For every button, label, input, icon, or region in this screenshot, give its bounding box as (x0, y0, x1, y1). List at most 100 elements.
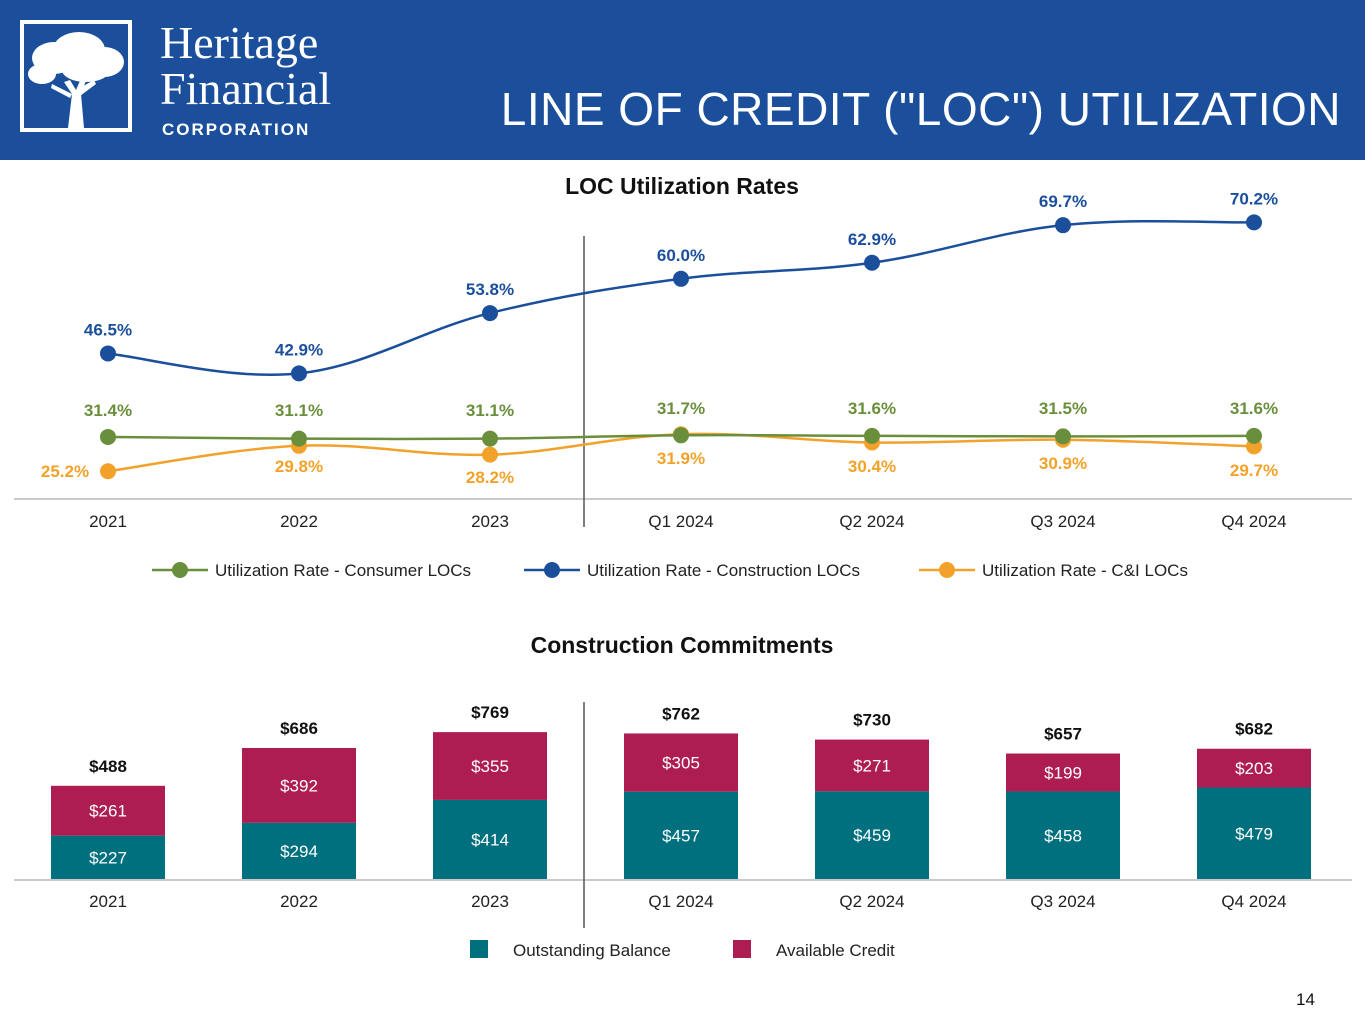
bar-label-available: $199 (1044, 764, 1082, 783)
bar-chart-title: Construction Commitments (531, 632, 834, 658)
bar-label-available: $305 (662, 754, 700, 773)
bar-available-credit (433, 732, 547, 800)
legend-label-construction: Utilization Rate - Construction LOCs (587, 561, 860, 580)
bar-chart-x-tick-label: 2023 (471, 892, 509, 911)
bar-total-label: $686 (280, 719, 318, 738)
bar-chart-x-tick-label: Q2 2024 (839, 892, 904, 911)
company-logo (20, 20, 132, 132)
bar-label-available: $355 (471, 757, 509, 776)
data-label-ci: 28.2% (466, 468, 514, 487)
bar-label-outstanding: $479 (1235, 824, 1273, 843)
bar-total-label: $769 (471, 703, 509, 722)
data-point-construction (673, 270, 689, 287)
bar-chart-x-tick-label: Q4 2024 (1221, 892, 1286, 911)
data-label-construction: 60.0% (657, 246, 705, 265)
data-label-consumer: 31.5% (1039, 399, 1087, 418)
legend-marker-ci (939, 562, 955, 578)
line-chart-x-tick-label: 2021 (89, 512, 127, 531)
bar-label-outstanding: $457 (662, 826, 700, 845)
data-point-construction (864, 254, 880, 271)
data-label-consumer: 31.1% (466, 401, 514, 420)
bar-label-available: $261 (89, 802, 127, 821)
data-label-construction: 53.8% (466, 280, 514, 299)
line-chart-title: LOC Utilization Rates (565, 173, 799, 199)
data-label-ci: 30.9% (1039, 454, 1087, 473)
bar-label-outstanding: $414 (471, 830, 509, 849)
page-title: LINE OF CREDIT ("LOC") UTILIZATION (500, 83, 1341, 135)
bar-total-label: $488 (89, 757, 127, 776)
legend-swatch-available (733, 940, 751, 958)
data-point-construction (482, 305, 498, 322)
bar-label-outstanding: $294 (280, 842, 318, 861)
data-point-consumer (1246, 427, 1262, 444)
header-banner: Heritage Financial CORPORATION LINE OF C… (0, 0, 1365, 160)
bar-label-available: $271 (853, 756, 891, 775)
bar-available-credit (1197, 748, 1311, 788)
legend-swatch-outstanding (470, 940, 488, 958)
bar-chart-x-tick-label: 2021 (89, 892, 127, 911)
data-label-construction: 46.5% (84, 320, 132, 339)
bar-available-credit (51, 785, 165, 836)
data-label-ci: 29.7% (1230, 461, 1278, 480)
bar-available-credit (815, 739, 929, 792)
line-chart-x-tick-label: Q4 2024 (1221, 512, 1286, 531)
legend-marker-construction (544, 562, 560, 578)
bar-total-label: $682 (1235, 720, 1273, 739)
data-point-consumer (482, 430, 498, 447)
bar-outstanding-balance (624, 791, 738, 879)
data-label-consumer: 31.4% (84, 401, 132, 420)
company-name-line1: Heritage (160, 17, 319, 68)
oak-tree-icon (28, 32, 124, 128)
bar-label-available: $203 (1235, 759, 1273, 778)
data-point-ci (100, 463, 116, 480)
data-label-construction: 70.2% (1230, 189, 1278, 208)
company-name-line2: Financial (160, 63, 332, 114)
bar-label-outstanding: $458 (1044, 826, 1082, 845)
legend-marker-consumer (172, 562, 188, 578)
bar-chart-x-tick-label: 2022 (280, 892, 318, 911)
legend-label-ci: Utilization Rate - C&I LOCs (982, 561, 1188, 580)
bar-outstanding-balance (1197, 787, 1311, 879)
bar-total-label: $762 (662, 704, 700, 723)
bar-chart-x-tick-label: Q1 2024 (648, 892, 713, 911)
bar-label-outstanding: $227 (89, 848, 127, 867)
legend-label-available: Available Credit (776, 941, 895, 960)
line-chart-x-tick-label: Q1 2024 (648, 512, 713, 531)
data-label-consumer: 31.7% (657, 399, 705, 418)
data-point-consumer (100, 428, 116, 445)
data-label-consumer: 31.1% (275, 401, 323, 420)
data-label-ci: 30.4% (848, 457, 896, 476)
bar-available-credit (242, 747, 356, 823)
data-label-ci: 29.8% (275, 457, 323, 476)
data-label-construction: 62.9% (848, 230, 896, 249)
data-point-construction (1055, 217, 1071, 234)
line-chart-x-tick-label: Q3 2024 (1030, 512, 1095, 531)
legend-label-outstanding: Outstanding Balance (513, 941, 671, 960)
bar-outstanding-balance (815, 791, 929, 879)
bar-available-credit (624, 733, 738, 792)
data-point-consumer (291, 430, 307, 447)
bar-outstanding-balance (1006, 791, 1120, 879)
data-point-consumer (864, 427, 880, 444)
data-point-consumer (1055, 428, 1071, 445)
bar-chart-x-tick-label: Q3 2024 (1030, 892, 1095, 911)
data-label-construction: 69.7% (1039, 192, 1087, 211)
data-point-ci (482, 446, 498, 463)
data-label-construction: 42.9% (275, 340, 323, 359)
bar-outstanding-balance (51, 835, 165, 879)
bar-total-label: $657 (1044, 725, 1082, 744)
data-point-construction (291, 365, 307, 382)
data-label-ci: 31.9% (657, 449, 705, 468)
line-chart-x-tick-label: 2023 (471, 512, 509, 531)
line-chart-x-tick-label: Q2 2024 (839, 512, 904, 531)
data-label-consumer: 31.6% (848, 399, 896, 418)
company-name-line3: CORPORATION (162, 120, 311, 139)
data-point-construction (1246, 214, 1262, 231)
bar-total-label: $730 (853, 711, 891, 730)
data-point-construction (100, 345, 116, 362)
legend-label-consumer: Utilization Rate - Consumer LOCs (215, 561, 471, 580)
bar-outstanding-balance (433, 799, 547, 879)
data-label-consumer: 31.6% (1230, 399, 1278, 418)
page-number: 14 (1296, 990, 1315, 1009)
